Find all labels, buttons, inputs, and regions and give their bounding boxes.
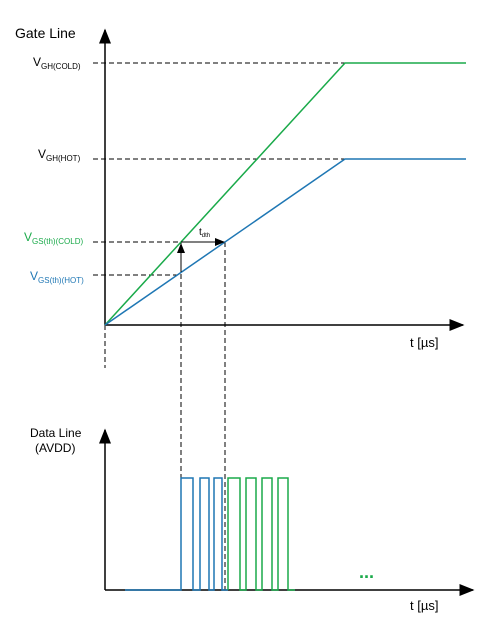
delay-label: tdth <box>199 227 210 239</box>
label-sub: GS(th)(HOT) <box>38 276 84 285</box>
x-axis-label: t [µs] <box>410 598 438 613</box>
label-sub: GS(th)(COLD) <box>32 237 83 246</box>
gate-title: Gate Line <box>15 25 76 41</box>
label-sub: dth <box>202 233 210 239</box>
label-main: V <box>30 269 38 283</box>
label-main: V <box>38 147 46 161</box>
label-main: V <box>24 230 32 244</box>
data-subtitle: (AVDD) <box>35 441 75 455</box>
hot-pulses <box>125 477 228 591</box>
label-sub: GH(COLD) <box>41 62 81 71</box>
continuation: ... <box>359 562 374 582</box>
level-label: VGS(th)(HOT) <box>30 269 84 285</box>
label-sub: GH(HOT) <box>46 154 81 163</box>
cold-ramp <box>104 62 466 326</box>
x-axis-label: t [µs] <box>410 335 438 350</box>
level-label: VGS(th)(COLD) <box>24 230 83 246</box>
level-label: VGH(HOT) <box>38 147 81 163</box>
data-title: Data Line <box>30 426 82 440</box>
label-main: t <box>199 227 202 238</box>
cold-pulses <box>227 477 295 591</box>
hot-ramp <box>104 158 466 326</box>
level-label: VGH(COLD) <box>33 55 81 71</box>
label-main: V <box>33 55 41 69</box>
